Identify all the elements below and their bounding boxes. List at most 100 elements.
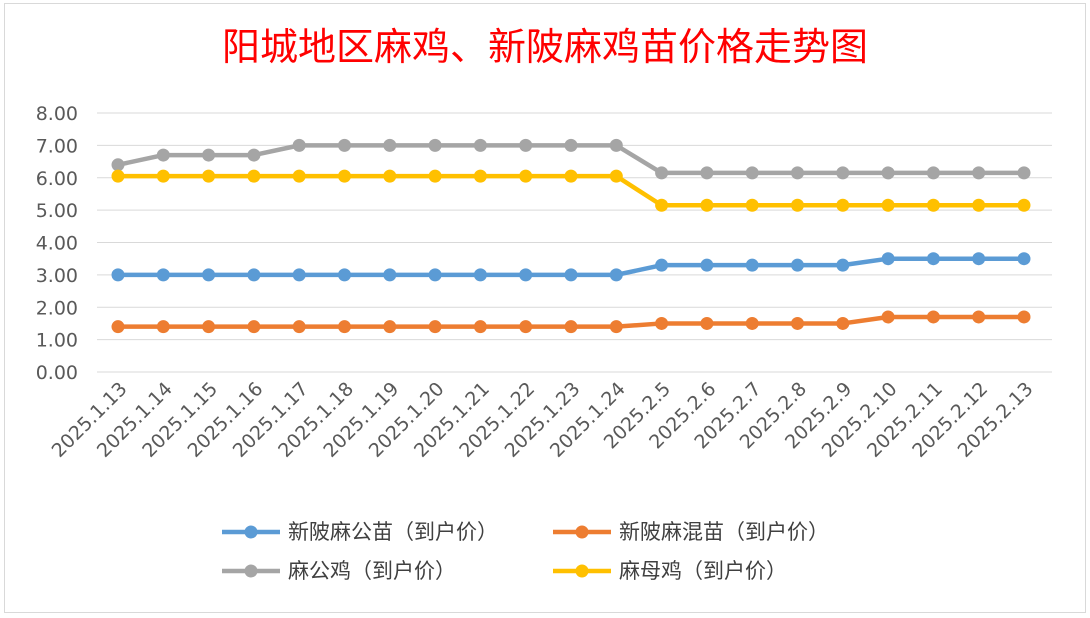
series-group: [111, 138, 1031, 334]
data-point: [564, 268, 578, 282]
legend-item[interactable]: 麻母鸡（到户价）: [553, 559, 787, 583]
data-point: [1017, 252, 1031, 266]
data-point: [519, 138, 533, 152]
data-point: [609, 138, 623, 152]
legend-label: 麻公鸡（到户价）: [288, 559, 456, 583]
data-point: [156, 148, 170, 162]
data-point: [791, 258, 804, 272]
data-point: [745, 166, 759, 180]
data-point: [926, 310, 940, 324]
y-tick-label: 1.00: [36, 330, 78, 352]
data-point: [564, 169, 578, 183]
legend: 新陂麻公苗（到户价） 新陂麻混苗（到户价） 麻公鸡（到户价） 麻母鸡（到户价）: [222, 520, 829, 583]
data-point: [655, 316, 669, 330]
y-tick-label: 6.00: [36, 168, 78, 190]
data-point: [700, 316, 714, 330]
data-point: [338, 138, 351, 152]
legend-label: 新陂麻混苗（到户价）: [619, 520, 829, 544]
data-point: [473, 268, 487, 282]
data-point: [111, 169, 125, 183]
y-tick-label: 8.00: [36, 103, 78, 125]
data-point: [247, 148, 261, 162]
data-point: [338, 169, 351, 183]
data-point: [292, 138, 306, 152]
data-point: [383, 268, 397, 282]
legend-swatch-marker: [575, 564, 589, 578]
data-point: [564, 320, 578, 334]
series-4: [111, 169, 1031, 212]
data-point: [111, 320, 125, 334]
y-tick-label: 2.00: [36, 297, 78, 319]
data-point: [745, 198, 759, 212]
data-point: [202, 320, 216, 334]
data-point: [247, 268, 261, 282]
data-point: [881, 252, 895, 266]
data-point: [338, 268, 351, 282]
data-point: [972, 198, 986, 212]
y-axis: 0.00 1.00 2.00 3.00 4.00 5.00 6.00 7.00 8.00: [36, 103, 78, 384]
data-point: [156, 268, 170, 282]
data-point: [926, 252, 940, 266]
y-tick-label: 7.00: [36, 135, 78, 157]
data-point: [519, 268, 533, 282]
data-point: [202, 148, 216, 162]
data-point: [1017, 310, 1031, 324]
data-point: [428, 138, 442, 152]
data-point: [836, 198, 850, 212]
y-tick-label: 5.00: [36, 200, 78, 222]
x-axis: 2025.1.132025.1.142025.1.152025.1.162025…: [48, 378, 1038, 462]
data-point: [609, 169, 623, 183]
data-point: [745, 316, 759, 330]
data-point: [292, 320, 306, 334]
series-1: [111, 252, 1031, 282]
data-point: [1017, 198, 1031, 212]
legend-item[interactable]: 新陂麻公苗（到户价）: [222, 520, 498, 544]
series-3: [111, 138, 1031, 180]
data-point: [111, 158, 125, 172]
data-point: [655, 166, 669, 180]
data-point: [247, 169, 261, 183]
legend-label: 新陂麻公苗（到户价）: [288, 520, 498, 544]
data-point: [972, 166, 986, 180]
data-point: [881, 166, 895, 180]
data-point: [428, 169, 442, 183]
data-point: [383, 138, 397, 152]
data-point: [428, 320, 442, 334]
chart-title: 阳城地区麻鸡、新陂麻鸡苗价格走势图: [222, 25, 868, 69]
data-point: [428, 268, 442, 282]
data-point: [700, 198, 714, 212]
chart-container[interactable]: [4, 3, 1086, 613]
data-point: [111, 268, 125, 282]
data-point: [881, 198, 895, 212]
data-point: [1017, 166, 1031, 180]
legend-label: 麻母鸡（到户价）: [619, 559, 787, 583]
data-point: [791, 198, 804, 212]
data-point: [972, 310, 986, 324]
data-point: [473, 169, 487, 183]
y-tick-label: 0.00: [36, 362, 78, 384]
data-point: [564, 138, 578, 152]
data-point: [156, 169, 170, 183]
legend-item[interactable]: 新陂麻混苗（到户价）: [553, 520, 829, 544]
data-point: [655, 258, 669, 272]
data-point: [926, 166, 940, 180]
data-point: [383, 169, 397, 183]
data-point: [745, 258, 759, 272]
data-point: [972, 252, 986, 266]
series-2: [111, 310, 1031, 334]
data-point: [836, 166, 850, 180]
data-point: [156, 320, 170, 334]
data-point: [383, 320, 397, 334]
legend-item[interactable]: 麻公鸡（到户价）: [222, 559, 456, 583]
data-point: [292, 169, 306, 183]
data-point: [609, 320, 623, 334]
data-point: [292, 268, 306, 282]
data-point: [700, 258, 714, 272]
data-point: [247, 320, 261, 334]
legend-swatch-marker: [244, 564, 258, 578]
data-point: [926, 198, 940, 212]
legend-swatch-marker: [575, 525, 589, 539]
data-point: [519, 169, 533, 183]
